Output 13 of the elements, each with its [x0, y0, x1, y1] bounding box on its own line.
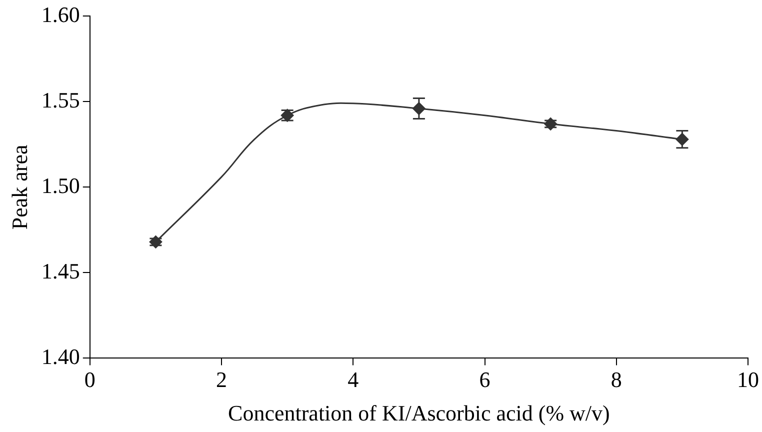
y-tick-label: 1.55	[41, 87, 80, 112]
x-tick-label: 6	[479, 367, 490, 392]
x-tick-label: 0	[84, 367, 96, 392]
y-tick-label: 1.45	[41, 258, 80, 284]
x-tick-label: 8	[610, 367, 622, 392]
y-tick-label: 1.50	[41, 172, 80, 198]
y-axis-title: Peak area	[6, 144, 32, 230]
x-tick-label: 4	[348, 367, 359, 392]
y-tick-label: 1.40	[41, 344, 80, 369]
x-axis-title: Concentration of KI/Ascorbic acid (% w/v)	[228, 400, 610, 426]
y-tick-label: 1.60	[41, 2, 80, 27]
x-tick-label: 2	[216, 367, 228, 392]
x-tick-label: 10	[737, 367, 759, 392]
